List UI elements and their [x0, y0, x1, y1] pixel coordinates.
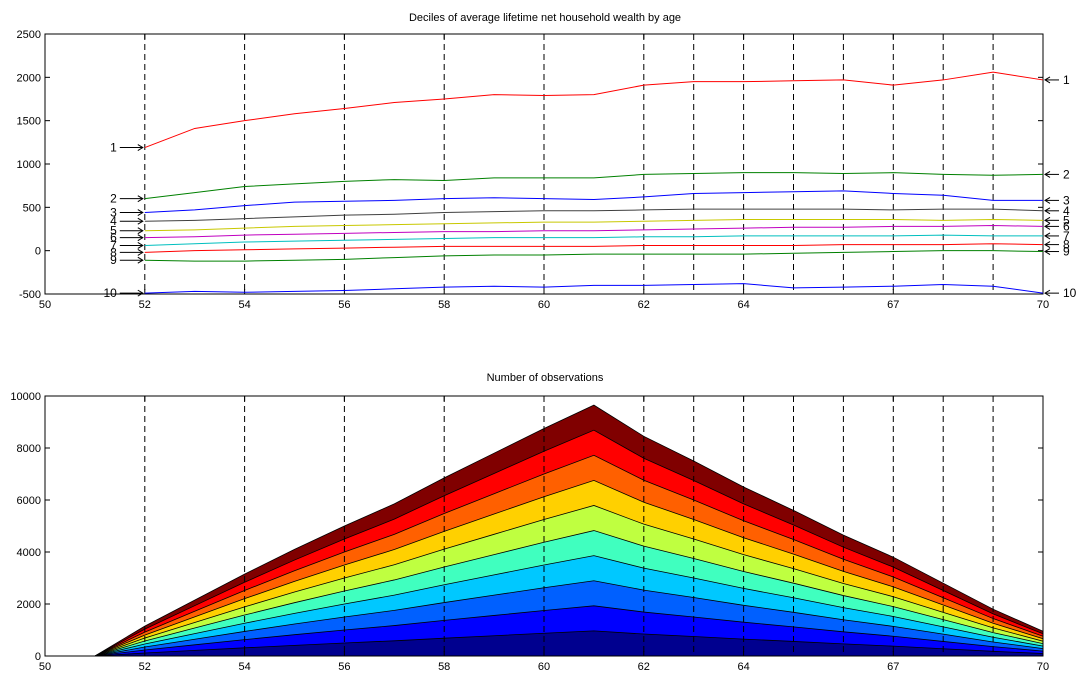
y-axis: -500 0 500 1000 1500 2000 2500	[17, 29, 1043, 301]
y-tick-label: 2000	[17, 599, 41, 611]
observations-chart: Number of observations 0 2000 4000 6000 8000…	[10, 372, 1049, 673]
y-tick-label: 0	[35, 651, 41, 663]
x-tick-label: 56	[338, 299, 350, 311]
y-tick-label: 500	[23, 202, 41, 214]
y-tick-label: 6000	[17, 495, 41, 507]
series-line-7	[144, 234, 1043, 246]
left-arrowhead	[137, 209, 144, 216]
right-label: 8	[1063, 238, 1070, 252]
x-tick-label: 58	[438, 299, 450, 311]
right-arrowhead	[1044, 216, 1051, 224]
left-arrowhead	[137, 144, 144, 151]
vertical-dashed-lines	[144, 396, 994, 656]
x-tick-label: 60	[538, 661, 550, 673]
series-line-6	[144, 225, 1044, 239]
right-arrowhead	[1044, 196, 1051, 204]
x-tick-label: 52	[139, 661, 151, 673]
right-label: 7	[1063, 229, 1070, 243]
left-arrowhead	[137, 195, 144, 203]
right-arrowhead	[1044, 289, 1051, 297]
y-tick-label: 10000	[10, 391, 41, 403]
left-arrowhead	[137, 227, 144, 235]
right-arrowhead	[1044, 232, 1051, 240]
series-line-4	[144, 208, 1044, 222]
right-arrowhead	[1044, 248, 1051, 255]
right-arrowhead	[1044, 170, 1051, 178]
x-tick-label: 50	[39, 299, 51, 311]
left-arrowhead	[137, 234, 144, 242]
x-tick-label: 64	[737, 661, 749, 673]
right-arrowhead	[1044, 207, 1051, 215]
left-label: 5	[110, 224, 117, 238]
y-tick-label: 1000	[17, 159, 41, 171]
left-arrowhead	[137, 256, 144, 264]
x-tick-label: 67	[887, 299, 899, 311]
left-label: 7	[110, 238, 117, 252]
x-tick-label: 62	[638, 661, 650, 673]
right-label: 5	[1063, 213, 1070, 227]
y-tick-label: -500	[19, 289, 41, 301]
right-label: 10	[1063, 286, 1077, 300]
left-arrowhead	[137, 217, 144, 225]
left-label: 9	[110, 253, 117, 267]
x-tick-label: 58	[438, 661, 450, 673]
right-label: 3	[1063, 193, 1070, 207]
series-line-9	[144, 250, 1044, 262]
right-label: 9	[1063, 245, 1070, 259]
x-tick-label: 52	[139, 299, 151, 311]
x-tick-label: 54	[238, 661, 250, 673]
right-label: 2	[1063, 167, 1070, 181]
x-tick-label: 67	[887, 661, 899, 673]
x-tick-label: 64	[737, 299, 749, 311]
right-arrowhead	[1044, 241, 1051, 249]
x-tick-label: 70	[1037, 299, 1049, 311]
y-tick-label: 4000	[17, 547, 41, 559]
series-line-10	[144, 283, 1044, 294]
left-label: 2	[110, 192, 117, 206]
left-label: 4	[110, 214, 117, 228]
right-label: 1	[1063, 73, 1070, 87]
y-tick-label: 2500	[17, 29, 41, 41]
stacked-areas	[93, 404, 1044, 657]
x-axis: 50 52 54 56 58 60 62 64 67 70	[39, 34, 1049, 311]
x-tick-label: 60	[538, 299, 550, 311]
right-arrowhead	[1044, 76, 1051, 84]
x-tick-label: 62	[638, 299, 650, 311]
x-tick-label: 50	[39, 661, 51, 673]
left-label: 10	[103, 286, 117, 300]
series-lines	[144, 71, 1044, 294]
wealth-deciles-chart: Deciles of average lifetime net househol…	[17, 12, 1077, 311]
area-band-1	[94, 630, 1044, 657]
series-line-5	[144, 218, 1044, 232]
x-tick-label: 56	[338, 661, 350, 673]
right-label: 6	[1063, 219, 1070, 233]
series-line-2	[144, 172, 1044, 200]
chart-title: Number of observations	[487, 372, 604, 384]
y-axis: 0 2000 4000 6000 8000 10000	[10, 391, 1043, 663]
left-arrowhead	[137, 248, 144, 256]
right-label: 4	[1063, 204, 1070, 218]
left-label: 1	[110, 141, 117, 155]
left-label: 6	[110, 231, 117, 245]
x-tick-label: 54	[238, 299, 250, 311]
series-line-3	[144, 190, 1043, 214]
series-line-8	[144, 243, 1044, 253]
left-label: 3	[110, 206, 117, 220]
y-tick-label: 8000	[17, 443, 41, 455]
left-label: 8	[110, 245, 117, 259]
y-tick-label: 1500	[17, 116, 41, 128]
x-axis: 50 52 54 56 58 60 62 64 67 70	[39, 396, 1049, 673]
chart-title: Deciles of average lifetime net househol…	[409, 12, 681, 24]
vertical-dashed-lines	[144, 34, 994, 294]
series-line-1	[144, 71, 1044, 149]
right-arrowhead	[1044, 222, 1051, 230]
x-tick-label: 70	[1037, 661, 1049, 673]
left-arrowhead	[137, 242, 144, 249]
y-tick-label: 0	[35, 246, 41, 258]
left-arrowhead	[137, 289, 144, 297]
y-tick-label: 2000	[17, 72, 41, 84]
